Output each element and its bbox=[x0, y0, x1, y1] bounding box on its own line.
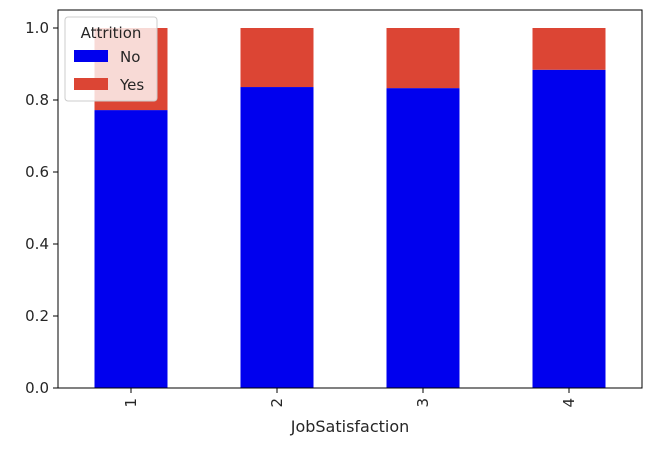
bar-no-1 bbox=[94, 110, 168, 388]
x-axis-label: JobSatisfaction bbox=[290, 417, 410, 436]
bar-no-3 bbox=[386, 88, 460, 389]
y-axis: 0.0 0.2 0.4 0.6 0.8 1.0 bbox=[25, 19, 58, 397]
legend-swatch-yes bbox=[74, 78, 108, 90]
plot-frame bbox=[57, 9, 643, 389]
bar-no-2 bbox=[240, 87, 314, 388]
bars-group bbox=[94, 28, 606, 389]
x-tick-label: 1 bbox=[122, 398, 140, 408]
x-tick-label: 3 bbox=[414, 398, 432, 408]
bar-yes-4 bbox=[532, 28, 606, 70]
legend-label-no: No bbox=[120, 48, 140, 66]
x-axis: 1 2 3 4 bbox=[122, 388, 578, 408]
y-tick-label: 0.4 bbox=[25, 235, 49, 253]
y-tick-label: 0.8 bbox=[25, 91, 49, 109]
bar-yes-3 bbox=[386, 28, 460, 89]
legend-title: Attrition bbox=[81, 24, 142, 42]
y-tick-label: 0.0 bbox=[25, 379, 49, 397]
bar-yes-2 bbox=[240, 28, 314, 88]
legend-label-yes: Yes bbox=[119, 76, 144, 94]
x-tick-label: 4 bbox=[560, 398, 578, 408]
x-tick-label: 2 bbox=[268, 398, 286, 408]
bar-no-4 bbox=[532, 69, 606, 388]
y-tick-label: 0.6 bbox=[25, 163, 49, 181]
legend-swatch-no bbox=[74, 50, 108, 62]
y-tick-label: 0.2 bbox=[25, 307, 49, 325]
y-tick-label: 1.0 bbox=[25, 19, 49, 37]
legend: Attrition No Yes bbox=[64, 16, 158, 102]
